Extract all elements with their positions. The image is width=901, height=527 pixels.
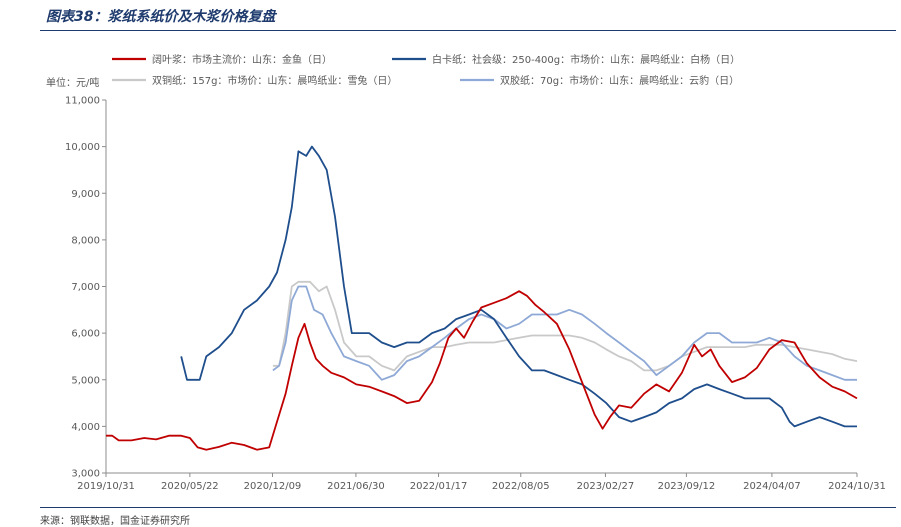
y-tick-label: 6,000 [71, 329, 100, 340]
legend-label: 双胶纸：70g：市场价：山东：晨鸣纸业：云豹（日） [500, 74, 739, 87]
x-tick-label: 2020/05/22 [161, 481, 219, 492]
y-tick-label: 11,000 [65, 96, 100, 107]
figure-title: 图表38：浆纸系纸价及木浆价格复盘 [46, 9, 276, 25]
y-tick-label: 10,000 [65, 142, 100, 153]
legend-label: 阔叶浆：市场主流价：山东：金鱼（日） [152, 53, 332, 66]
x-tick-label: 2020/12/09 [244, 481, 302, 492]
title-rule [40, 30, 896, 31]
series-line-3 [272, 285, 857, 381]
y-tick-label: 3,000 [71, 469, 100, 480]
bottom-rule [40, 507, 896, 508]
x-tick-label: 2022/01/17 [410, 481, 468, 492]
x-tick-label: 2023/09/12 [658, 481, 716, 492]
source-note: 来源：钢联数据，国金证券研究所 [40, 516, 190, 527]
x-tick-label: 2022/08/05 [492, 481, 550, 492]
legend: 阔叶浆：市场主流价：山东：金鱼（日） 白卡纸：社会级：250-400g：市场价：山… [112, 53, 740, 87]
series-line-1 [180, 145, 857, 428]
y-tick-label: 7,000 [71, 282, 100, 293]
x-tick-label: 2021/06/30 [327, 481, 385, 492]
unit-label: 单位：元/吨 [46, 76, 99, 89]
legend-label: 双铜纸：157g：市场价：山东：晨鸣纸业：雪兔（日） [152, 74, 397, 87]
x-axis: 2019/10/31 2020/05/22 2020/12/09 2021/06/30… [77, 472, 886, 492]
y-axis: 3,000 4,000 5,000 6,000 7,000 8,000 9,000 10,00… [65, 96, 107, 480]
series-line-0 [106, 290, 858, 451]
x-tick-label: 2023/02/27 [577, 481, 635, 492]
y-tick-label: 5,000 [71, 375, 100, 386]
y-tick-label: 4,000 [71, 422, 100, 433]
legend-label: 白卡纸：社会级：250-400g：市场价：山东：晨鸣纸业：白杨（日） [432, 53, 740, 66]
x-tick-label: 2019/10/31 [77, 481, 135, 492]
y-tick-label: 9,000 [71, 189, 100, 200]
y-tick-label: 8,000 [71, 235, 100, 246]
series-lines [106, 145, 858, 451]
x-tick-label: 2024/04/07 [743, 481, 801, 492]
series-line-2 [272, 280, 858, 372]
x-tick-label: 2024/10/31 [828, 481, 886, 492]
